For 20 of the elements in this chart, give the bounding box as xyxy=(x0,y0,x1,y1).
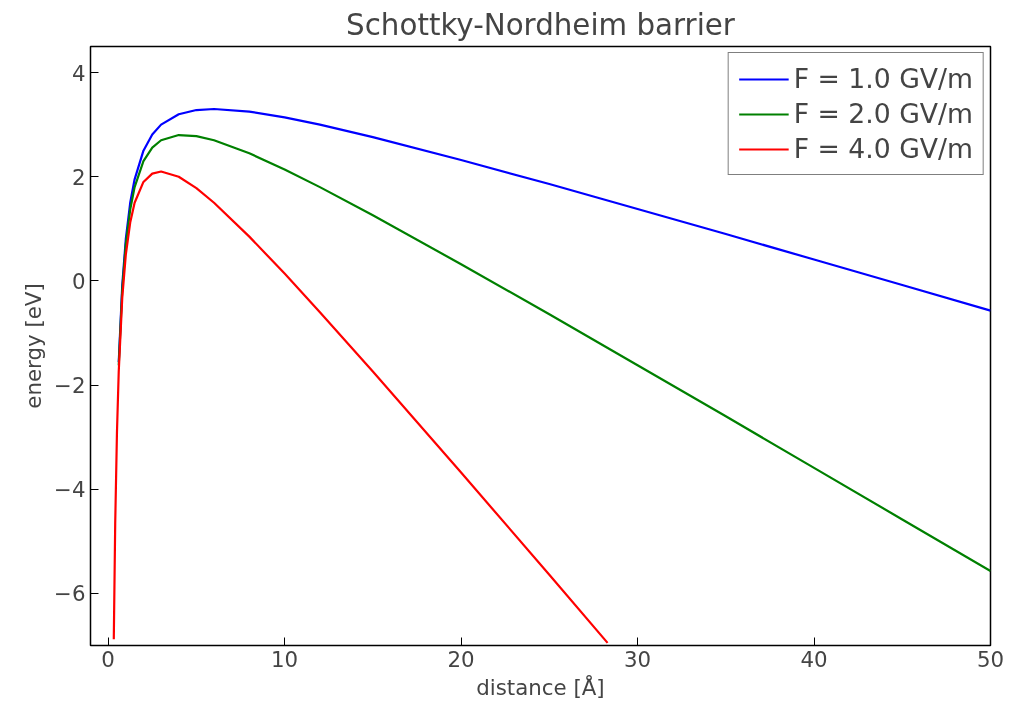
y-tick-label: −4 xyxy=(54,477,86,503)
x-tick-label: 0 xyxy=(101,646,115,672)
x-tick-label: 30 xyxy=(623,646,652,672)
x-tick-label: 10 xyxy=(271,646,299,672)
y-tick-label: −2 xyxy=(54,373,86,399)
x-tick-label: 20 xyxy=(447,646,475,672)
y-axis-title: energy [eV] xyxy=(21,283,47,409)
x-tick-label: 50 xyxy=(976,646,1005,672)
line-series xyxy=(112,170,609,644)
legend-label: F = 1.0 GV/m xyxy=(793,63,973,94)
y-tick-label: 0 xyxy=(71,268,86,294)
legend-label: F = 2.0 GV/m xyxy=(793,98,973,129)
chart-title: Schottky-Nordheim barrier xyxy=(346,7,736,42)
y-tick-label: 4 xyxy=(71,60,86,86)
x-tick-label: 40 xyxy=(800,646,828,672)
line-series xyxy=(117,133,991,573)
x-axis-title: distance [Å] xyxy=(476,673,605,700)
legend-label: F = 4.0 GV/m xyxy=(793,133,973,164)
y-tick-label: −6 xyxy=(54,581,86,607)
y-tick-label: 2 xyxy=(71,164,86,190)
